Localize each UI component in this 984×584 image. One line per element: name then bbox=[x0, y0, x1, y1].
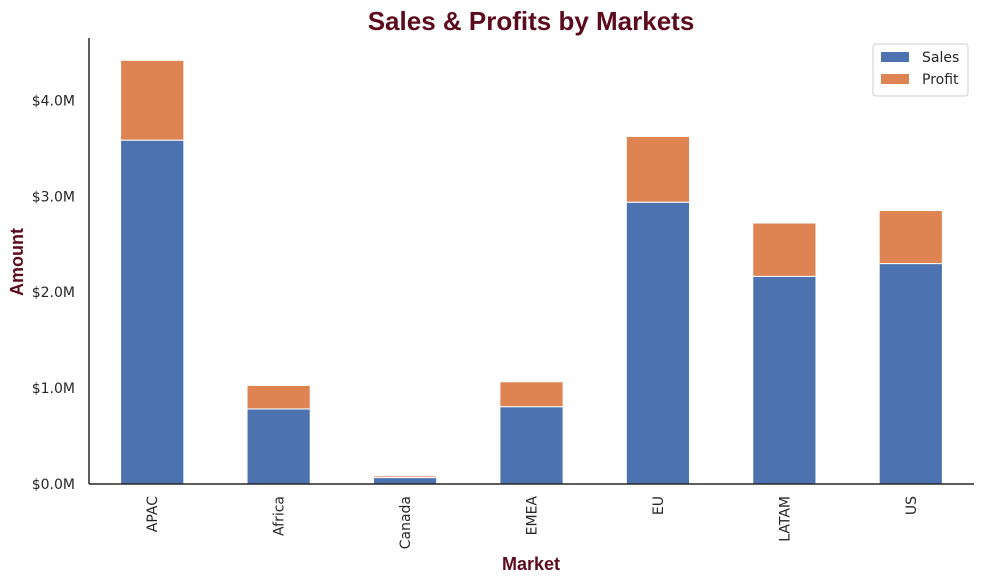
y-ticks: $0.0M $1.0M $2.0M $3.0M $4.0M bbox=[32, 93, 75, 493]
x-tick-label: APAC bbox=[145, 496, 161, 532]
chart-title: Sales & Profits by Markets bbox=[368, 6, 695, 36]
legend-swatch-profit bbox=[881, 74, 909, 84]
x-tick-label: Canada bbox=[398, 496, 414, 549]
bar-sales-apac bbox=[120, 139, 185, 485]
x-tick-label: EMEA bbox=[525, 496, 541, 536]
bar-profit-africa bbox=[246, 384, 311, 410]
legend-swatch-sales bbox=[881, 52, 909, 62]
bar-sales-africa bbox=[246, 408, 311, 485]
x-tick-label: US bbox=[904, 496, 920, 515]
bar-profit-emea bbox=[499, 381, 564, 408]
bar-profit-apac bbox=[120, 59, 185, 141]
bar-sales-emea bbox=[499, 406, 564, 485]
bar-profit-eu bbox=[625, 135, 691, 203]
legend-label-profit: Profit bbox=[922, 72, 959, 88]
bar-profit-us bbox=[878, 210, 943, 265]
bar-sales-eu bbox=[625, 201, 691, 485]
y-axis-title: Amount bbox=[7, 228, 27, 296]
bar-sales-canada bbox=[372, 477, 438, 485]
y-tick-label: $4.0M bbox=[32, 93, 75, 109]
bar-profit-canada bbox=[372, 475, 438, 479]
x-tick-label: EU bbox=[651, 496, 667, 515]
y-tick-label: $0.0M bbox=[32, 477, 75, 493]
x-tick-label: Africa bbox=[272, 496, 288, 536]
bar-sales-us bbox=[878, 263, 943, 485]
x-tick-label: LATAM bbox=[777, 496, 793, 542]
legend-label-sales: Sales bbox=[922, 50, 959, 66]
bar-profit-latam bbox=[752, 222, 817, 277]
x-axis-title: Market bbox=[502, 554, 560, 574]
x-ticks: APAC Africa Canada EMEA EU LATAM US bbox=[145, 496, 920, 550]
y-tick-label: $2.0M bbox=[32, 285, 75, 301]
y-tick-label: $1.0M bbox=[32, 381, 75, 397]
legend: Sales Profit bbox=[872, 43, 969, 97]
bars-group bbox=[120, 59, 943, 485]
y-tick-label: $3.0M bbox=[32, 189, 75, 205]
bar-sales-latam bbox=[752, 275, 817, 485]
